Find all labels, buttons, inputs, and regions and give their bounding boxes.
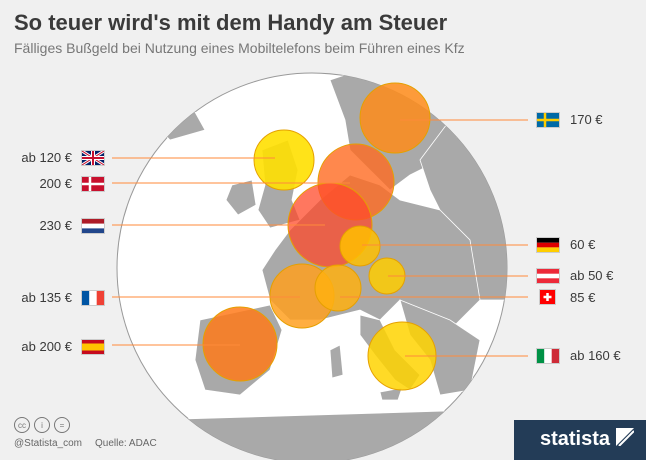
label-it: ab 160 € [570, 348, 621, 363]
spain-flag-icon [82, 340, 104, 354]
label-se: 170 € [570, 112, 603, 127]
denmark-flag-icon [82, 177, 104, 191]
bubble-es [202, 306, 278, 382]
label-at: ab 50 € [570, 268, 614, 283]
germany-flag-icon [537, 238, 559, 252]
sweden-flag-icon [537, 113, 559, 127]
fine-bubbles [202, 82, 437, 391]
label-de: 60 € [570, 237, 596, 252]
bubble-de [339, 225, 381, 267]
leader-lines [112, 119, 528, 357]
label-ch: 85 € [570, 290, 596, 305]
bubble-ch [314, 264, 362, 312]
bubble-se [359, 82, 431, 154]
statista-logo-icon [616, 428, 635, 447]
italy-flag-icon [537, 349, 559, 363]
netherlands-flag-icon [82, 219, 104, 233]
attribution-icon: i [34, 417, 50, 433]
uk-flag-icon [82, 151, 104, 165]
label-fr: ab 135 € [21, 290, 72, 305]
label-dk: 200 € [39, 176, 72, 191]
statista-logo-text: statista [539, 428, 610, 450]
cc-license-icon: cc [14, 417, 30, 433]
label-es: ab 200 € [21, 339, 72, 354]
footer-handle: @Statista_com [14, 438, 82, 449]
noderivs-icon: = [54, 417, 70, 433]
page-subtitle: Fälliges Bußgeld bei Nutzung eines Mobil… [14, 40, 465, 56]
footer-source: Quelle: ADAC [95, 438, 157, 449]
switzerland-flag-icon [540, 290, 555, 304]
bubble-uk [253, 129, 315, 191]
france-flag-icon [82, 291, 104, 305]
label-nl: 230 € [39, 218, 72, 233]
austria-flag-icon [537, 269, 559, 283]
page-title: So teuer wird's mit dem Handy am Steuer [14, 10, 448, 35]
label-uk: ab 120 € [21, 150, 72, 165]
